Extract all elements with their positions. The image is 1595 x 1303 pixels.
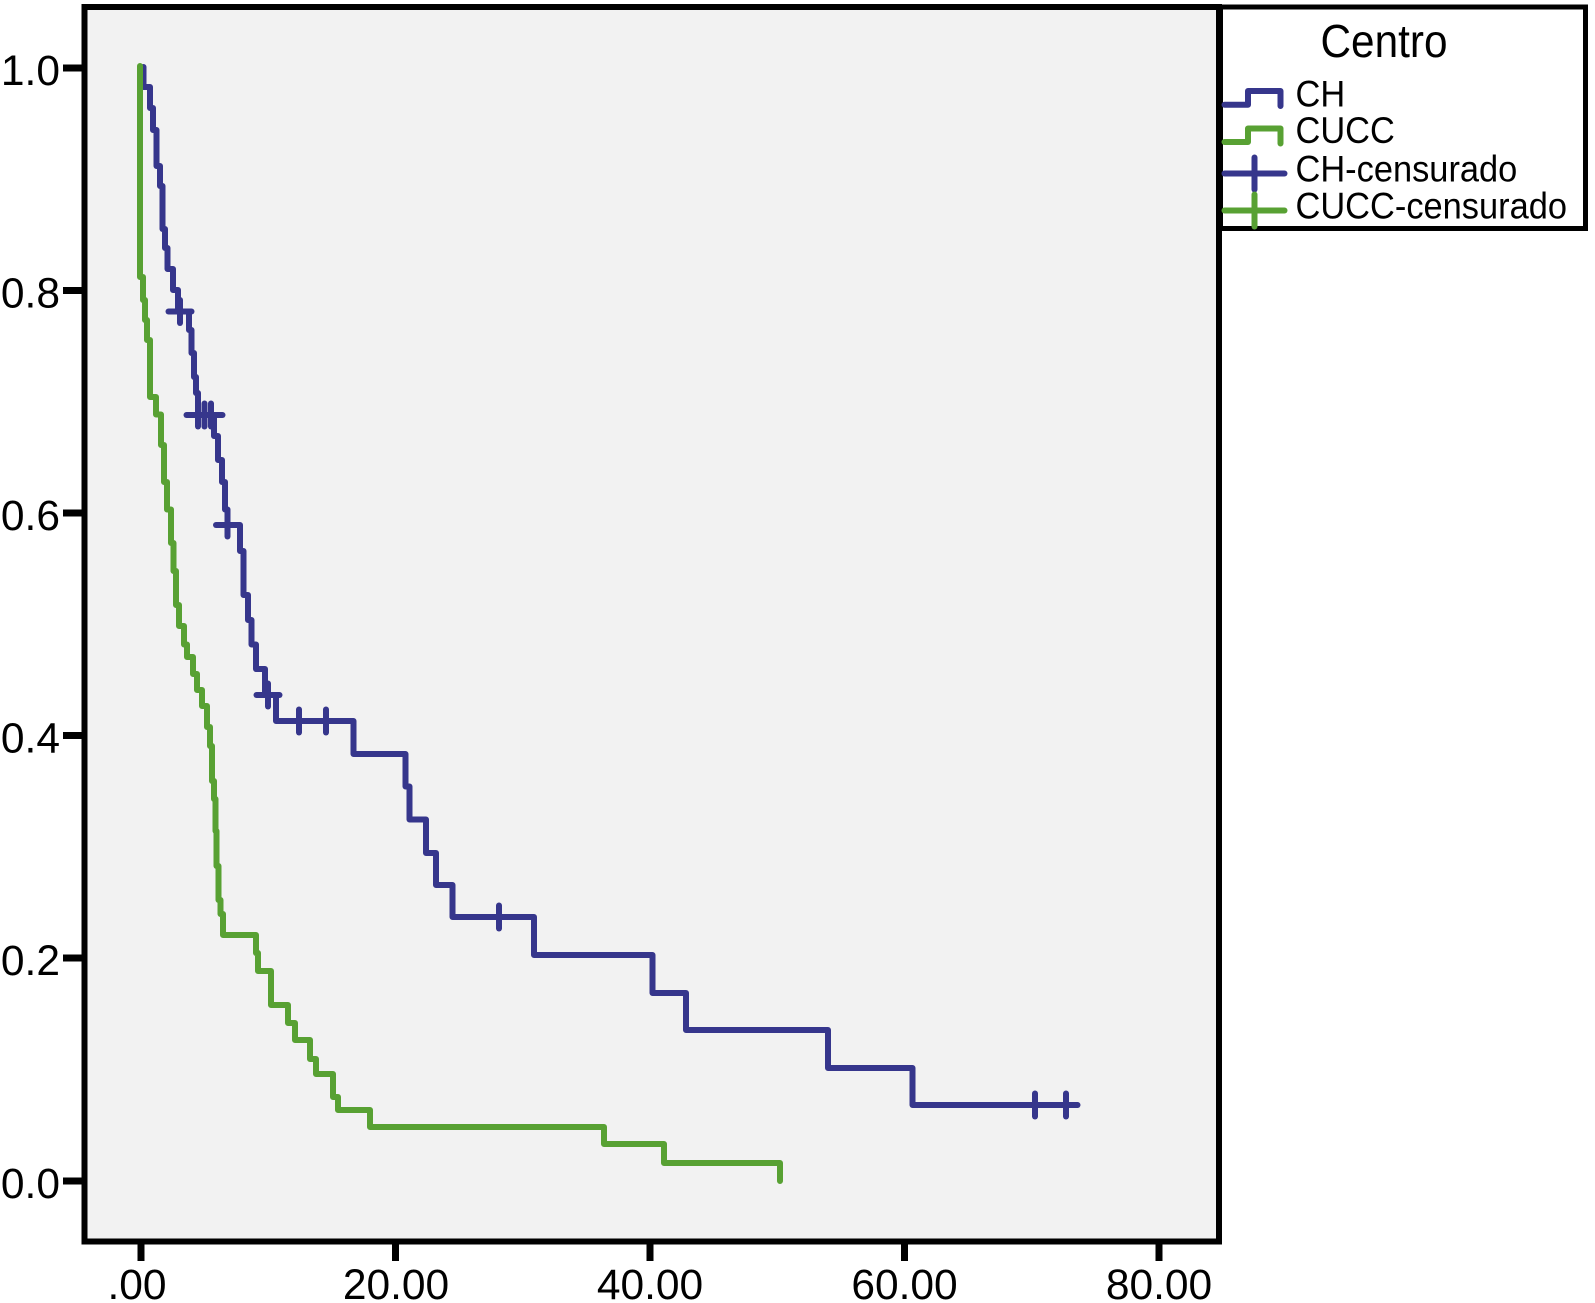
svg-text:.00: .00 xyxy=(107,1262,166,1303)
svg-text:CUCC: CUCC xyxy=(1296,110,1395,151)
svg-text:60.00: 60.00 xyxy=(851,1262,957,1303)
svg-text:20.00: 20.00 xyxy=(343,1262,449,1303)
svg-text:1.0: 1.0 xyxy=(1,48,60,95)
svg-text:0.8: 0.8 xyxy=(1,271,60,318)
svg-text:40.00: 40.00 xyxy=(597,1262,703,1303)
svg-text:80.00: 80.00 xyxy=(1106,1262,1212,1303)
svg-text:0.2: 0.2 xyxy=(1,938,60,985)
svg-text:CH-censurado: CH-censurado xyxy=(1296,148,1518,189)
svg-text:0.0: 0.0 xyxy=(1,1161,60,1208)
svg-text:0.6: 0.6 xyxy=(1,493,60,540)
svg-text:CUCC-censurado: CUCC-censurado xyxy=(1296,185,1567,226)
svg-text:CH: CH xyxy=(1296,74,1346,115)
svg-text:0.4: 0.4 xyxy=(1,716,60,763)
svg-text:Centro: Centro xyxy=(1320,16,1447,67)
